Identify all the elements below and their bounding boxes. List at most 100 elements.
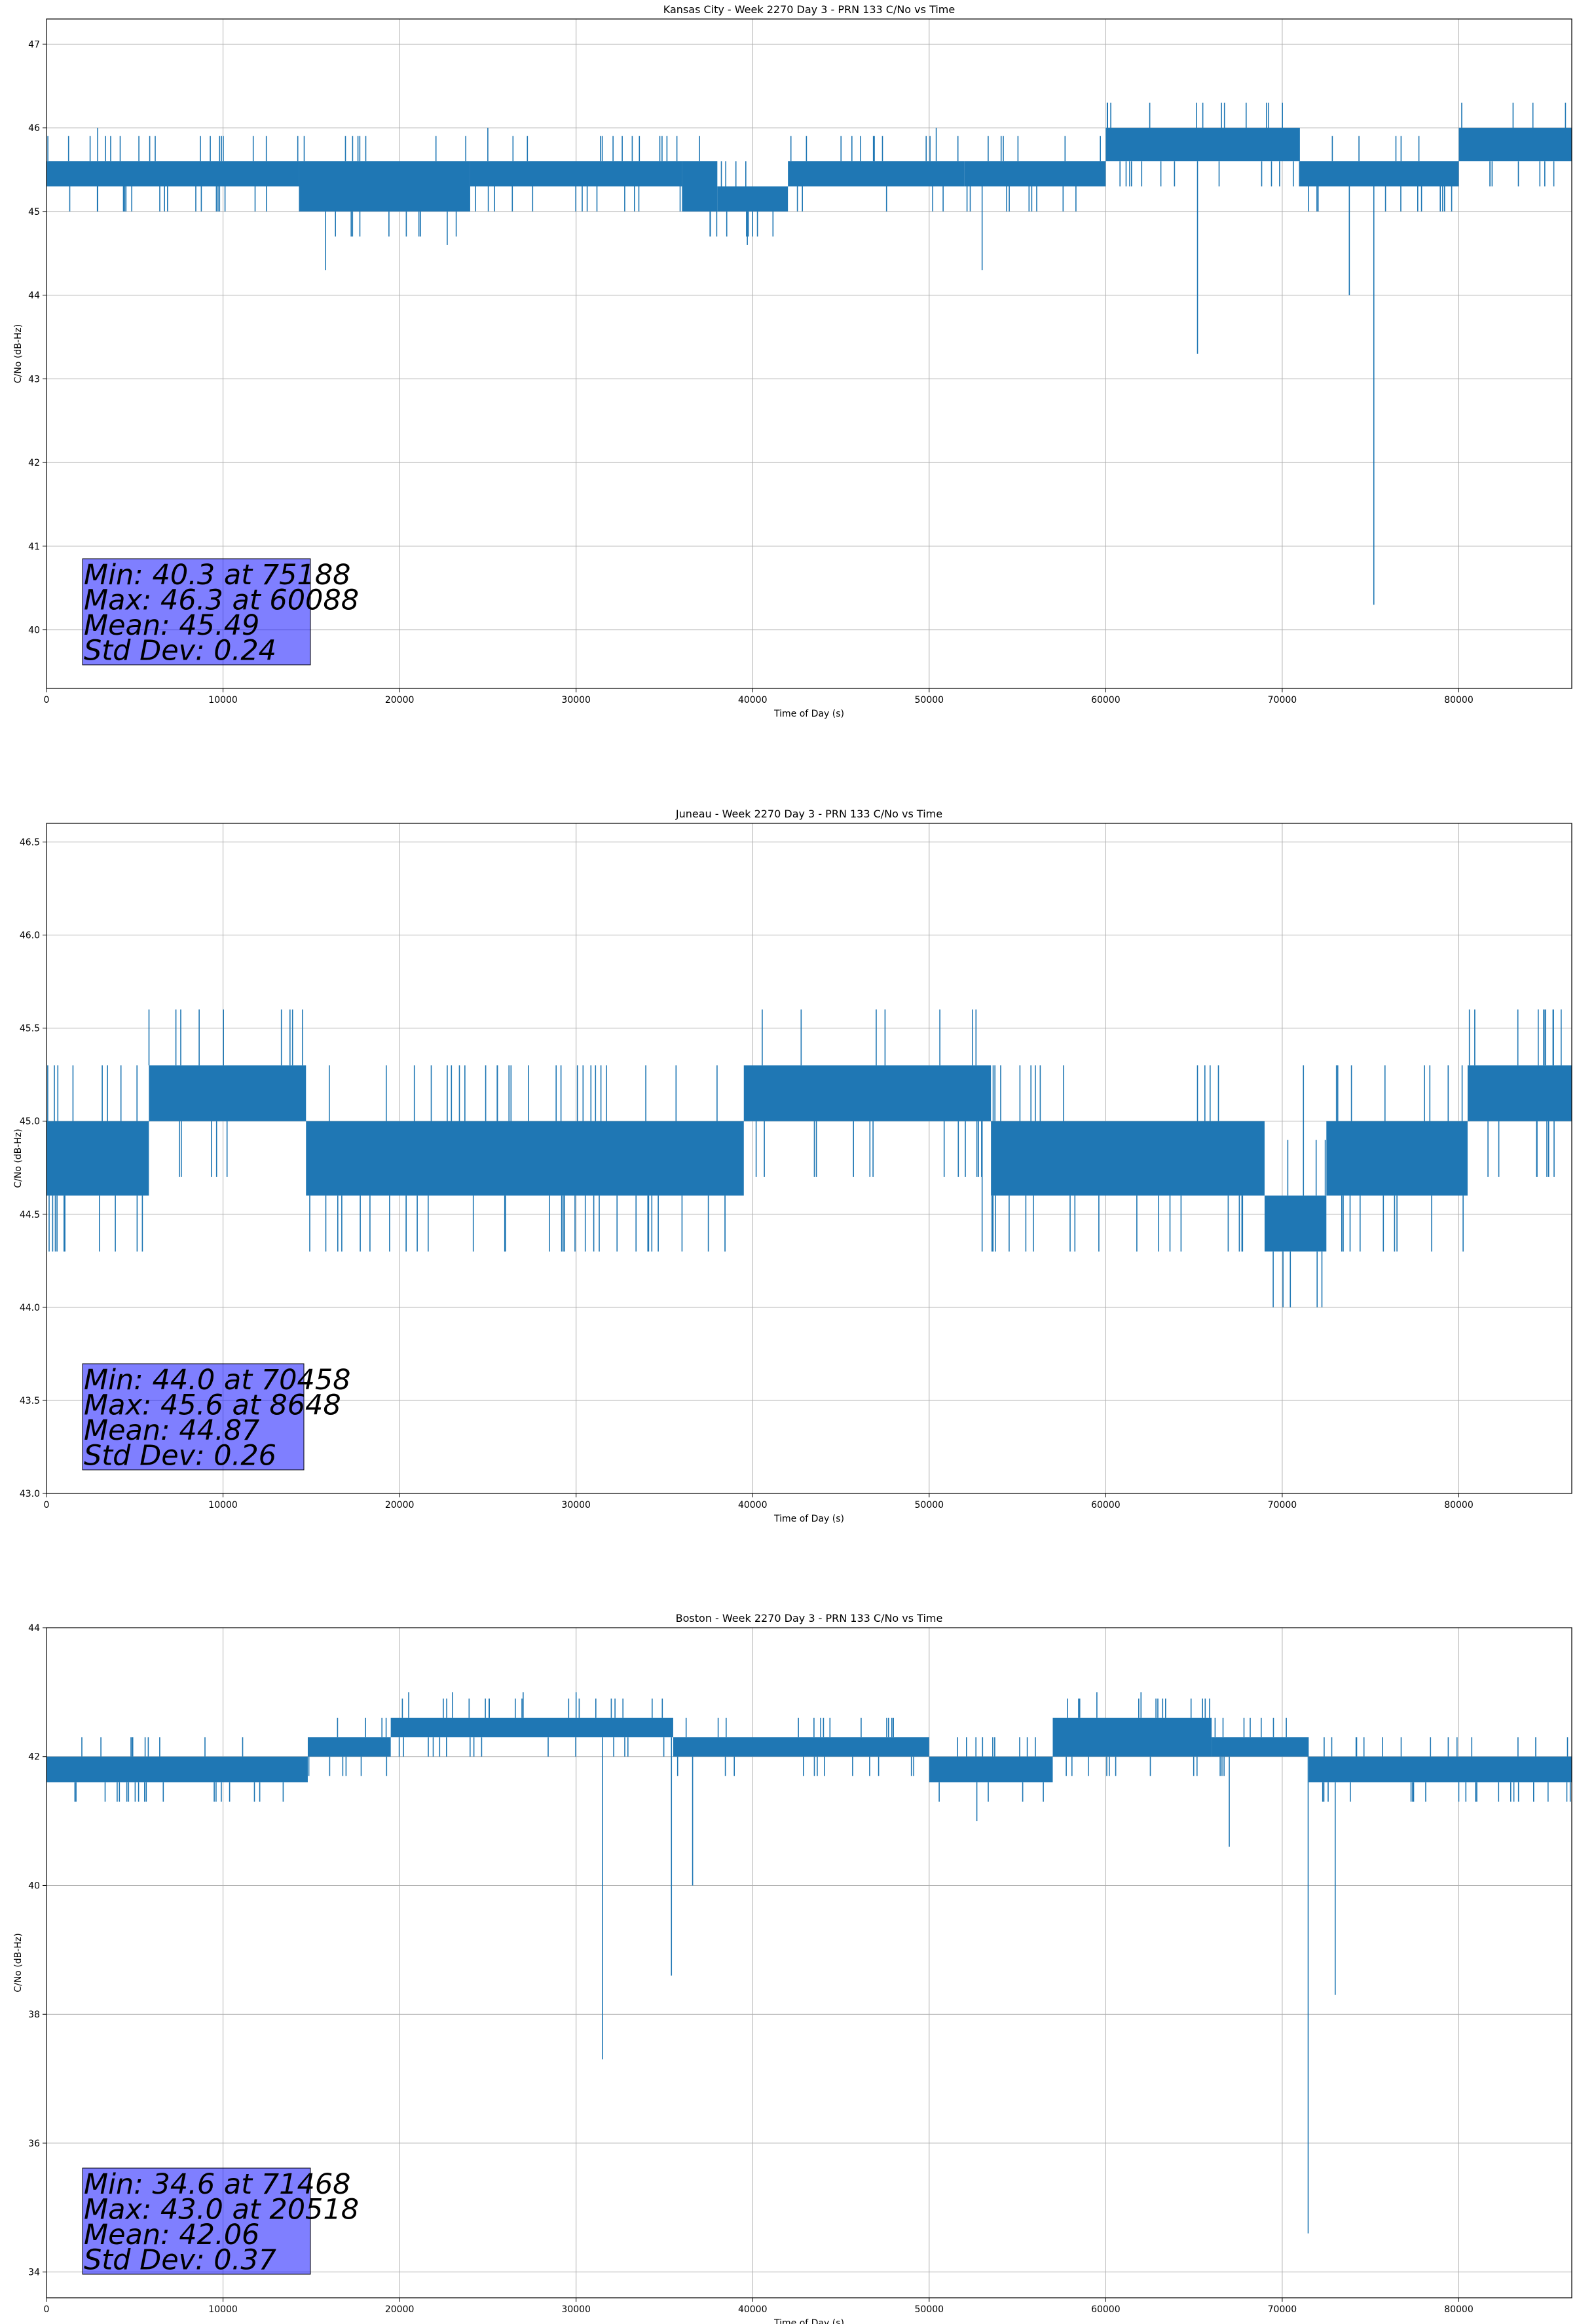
data-band xyxy=(1052,1717,1212,1757)
x-tick-label: 40000 xyxy=(738,695,768,705)
stats-line: Std Dev: 0.24 xyxy=(84,635,276,667)
data-band xyxy=(788,161,965,187)
data-band xyxy=(1105,128,1300,162)
y-tick-label: 45.0 xyxy=(20,1117,40,1127)
x-tick-label: 10000 xyxy=(208,695,238,705)
stats-line: Min: 40.3 at 75188 xyxy=(84,559,351,591)
x-tick-label: 50000 xyxy=(915,1500,944,1510)
x-tick-label: 70000 xyxy=(1268,2304,1297,2315)
y-tick-label: 34 xyxy=(28,2268,40,2278)
y-tick-label: 43.5 xyxy=(20,1396,40,1406)
y-tick-label: 40 xyxy=(28,626,40,636)
y-tick-label: 40 xyxy=(28,1881,40,1891)
stats-line: Mean: 44.87 xyxy=(84,1414,259,1447)
y-tick-label: 44 xyxy=(28,1623,40,1634)
data-flicker xyxy=(1308,136,1453,212)
stats-line: Min: 34.6 at 71468 xyxy=(84,2168,351,2201)
chart-title: Kansas City - Week 2270 Day 3 - PRN 133 … xyxy=(663,3,955,16)
y-tick-label: 46.0 xyxy=(20,931,40,941)
data-band xyxy=(470,161,682,187)
x-tick-label: 60000 xyxy=(1091,695,1121,705)
stats-line: Std Dev: 0.37 xyxy=(84,2244,276,2277)
x-tick-label: 40000 xyxy=(738,2304,768,2315)
data-flicker xyxy=(475,136,681,212)
data-flicker xyxy=(1272,1140,1326,1307)
stats-box xyxy=(82,1363,305,1471)
chart-title: Juneau - Week 2270 Day 3 - PRN 133 C/No … xyxy=(675,808,942,820)
data-flicker xyxy=(303,136,466,237)
data-band xyxy=(1326,1121,1468,1196)
data-flicker xyxy=(47,136,299,212)
chart-title: Boston - Week 2270 Day 3 - PRN 133 C/No … xyxy=(676,1612,943,1624)
x-tick-label: 80000 xyxy=(1444,2304,1474,2315)
stats-line: Max: 45.6 at 8648 xyxy=(84,1389,341,1422)
data-band xyxy=(390,1717,673,1738)
stats-line: Mean: 45.49 xyxy=(84,609,259,642)
data-band xyxy=(1264,1195,1327,1252)
data-series xyxy=(46,102,1572,605)
data-band xyxy=(1467,1065,1572,1121)
data-band xyxy=(682,161,718,212)
y-tick-label: 44 xyxy=(28,291,40,301)
y-tick-label: 44.0 xyxy=(20,1303,40,1313)
data-band xyxy=(306,1121,744,1196)
data-band xyxy=(1299,161,1459,187)
x-tick-label: 30000 xyxy=(561,695,591,705)
y-tick-label: 42 xyxy=(28,1752,40,1763)
stats-line: Std Dev: 0.26 xyxy=(84,1440,276,1472)
data-band xyxy=(299,161,470,212)
data-flicker xyxy=(790,136,959,212)
y-axis-label: C/No (dB-Hz) xyxy=(13,1129,24,1188)
y-tick-label: 36 xyxy=(28,2139,40,2149)
data-flicker xyxy=(308,1717,388,1776)
x-tick-label: 60000 xyxy=(1091,1500,1121,1510)
data-band xyxy=(717,186,788,212)
chart-panel-3: 0 10000 20000 30000 40000 50000 60000 70000 8000… xyxy=(13,1612,1572,2324)
y-tick-label: 46.5 xyxy=(20,837,40,848)
data-band xyxy=(991,1121,1265,1196)
data-band xyxy=(1308,1756,1572,1783)
y-tick-label: 45.5 xyxy=(20,1024,40,1034)
x-tick-label: 50000 xyxy=(915,2304,944,2315)
x-tick-label: 80000 xyxy=(1444,1500,1474,1510)
plot-frame xyxy=(46,18,1572,689)
data-band xyxy=(307,1737,391,1757)
data-series xyxy=(46,1692,1572,2234)
x-tick-label: 20000 xyxy=(385,1500,415,1510)
plot-frame xyxy=(46,1627,1572,2298)
x-tick-label: 10000 xyxy=(208,1500,238,1510)
x-axis-label: Time of Day (s) xyxy=(773,2318,844,2324)
data-flicker xyxy=(309,1065,726,1252)
data-series xyxy=(46,1009,1572,1307)
data-flicker xyxy=(1107,102,1301,187)
x-tick-label: 50000 xyxy=(915,695,944,705)
x-tick-label: 40000 xyxy=(738,1500,768,1510)
y-tick-label: 43.0 xyxy=(20,1489,40,1499)
x-tick-label: 60000 xyxy=(1091,2304,1121,2315)
y-tick-label: 38 xyxy=(28,2010,40,2020)
data-band xyxy=(46,1756,308,1783)
data-flicker xyxy=(1461,102,1567,187)
x-tick-label: 20000 xyxy=(385,2304,415,2315)
data-flicker xyxy=(991,1065,1244,1252)
x-tick-label: 30000 xyxy=(561,1500,591,1510)
y-tick-label: 42 xyxy=(28,458,40,468)
data-band xyxy=(673,1737,929,1757)
x-tick-label: 70000 xyxy=(1268,695,1297,705)
data-band xyxy=(743,1065,992,1121)
y-tick-label: 44.5 xyxy=(20,1210,40,1220)
data-band xyxy=(1458,128,1572,162)
x-tick-label: 10000 xyxy=(208,2304,238,2315)
data-flicker xyxy=(1322,1737,1571,1802)
stats-box xyxy=(82,2167,311,2275)
x-tick-label: 30000 xyxy=(561,2304,591,2315)
data-flicker xyxy=(74,1737,284,1802)
data-flicker xyxy=(1066,1698,1210,1776)
data-band xyxy=(929,1756,1053,1783)
data-flicker xyxy=(47,1065,143,1252)
chart-panel-2: 0 10000 20000 30000 40000 50000 60000 70000 8000… xyxy=(13,808,1572,1524)
y-tick-label: 45 xyxy=(28,207,40,217)
data-flicker xyxy=(677,1717,914,1776)
x-tick-label: 0 xyxy=(44,2304,50,2315)
y-axis-label: C/No (dB-Hz) xyxy=(13,324,24,383)
